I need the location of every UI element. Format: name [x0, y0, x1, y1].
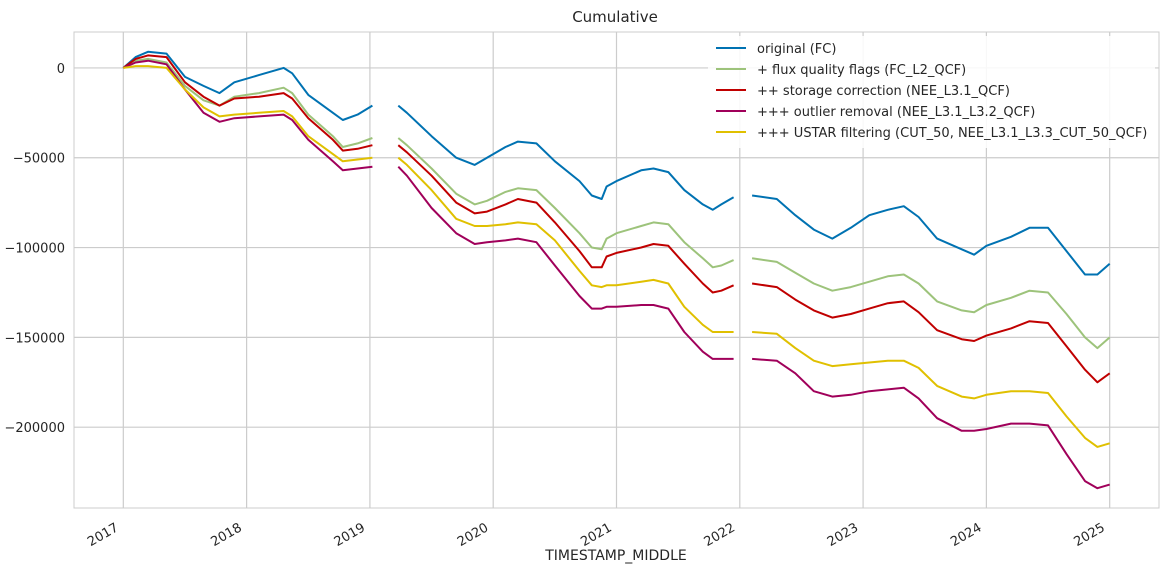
legend-entry: +++ USTAR filtering (CUT_50, NEE_L3.1_L3…	[757, 126, 1147, 141]
y-tick-label: 0	[57, 62, 65, 77]
y-tick-label: −200000	[4, 421, 65, 436]
series-line-4	[122, 59, 1110, 490]
legend: original (FC) + flux quality flags (FC_L2…	[708, 36, 1155, 148]
legend-entry: original (FC)	[757, 42, 836, 57]
x-axis-label: TIMESTAMP_MIDDLE	[544, 548, 686, 564]
chart-title: Cumulative	[572, 8, 658, 26]
legend-entry: + flux quality flags (FC_L2_QCF)	[757, 63, 966, 78]
series-line-5	[123, 65, 1110, 448]
legend-entry: ++ storage correction (NEE_L3.1_QCF)	[757, 84, 1010, 99]
series-line-3	[122, 54, 1111, 384]
y-axis-ticks: 0 −50000 −100000 −150000 −200000	[4, 62, 65, 436]
y-tick-label: −150000	[4, 331, 65, 346]
y-tick-label: −50000	[13, 152, 65, 167]
y-tick-label: −100000	[4, 242, 65, 257]
legend-box	[708, 36, 1155, 148]
series-line-1	[122, 50, 1111, 276]
legend-entry: +++ outlier removal (NEE_L3.1_L3.2_QCF)	[757, 105, 1035, 120]
series-line-2	[122, 57, 1111, 350]
series-lines	[122, 50, 1111, 490]
